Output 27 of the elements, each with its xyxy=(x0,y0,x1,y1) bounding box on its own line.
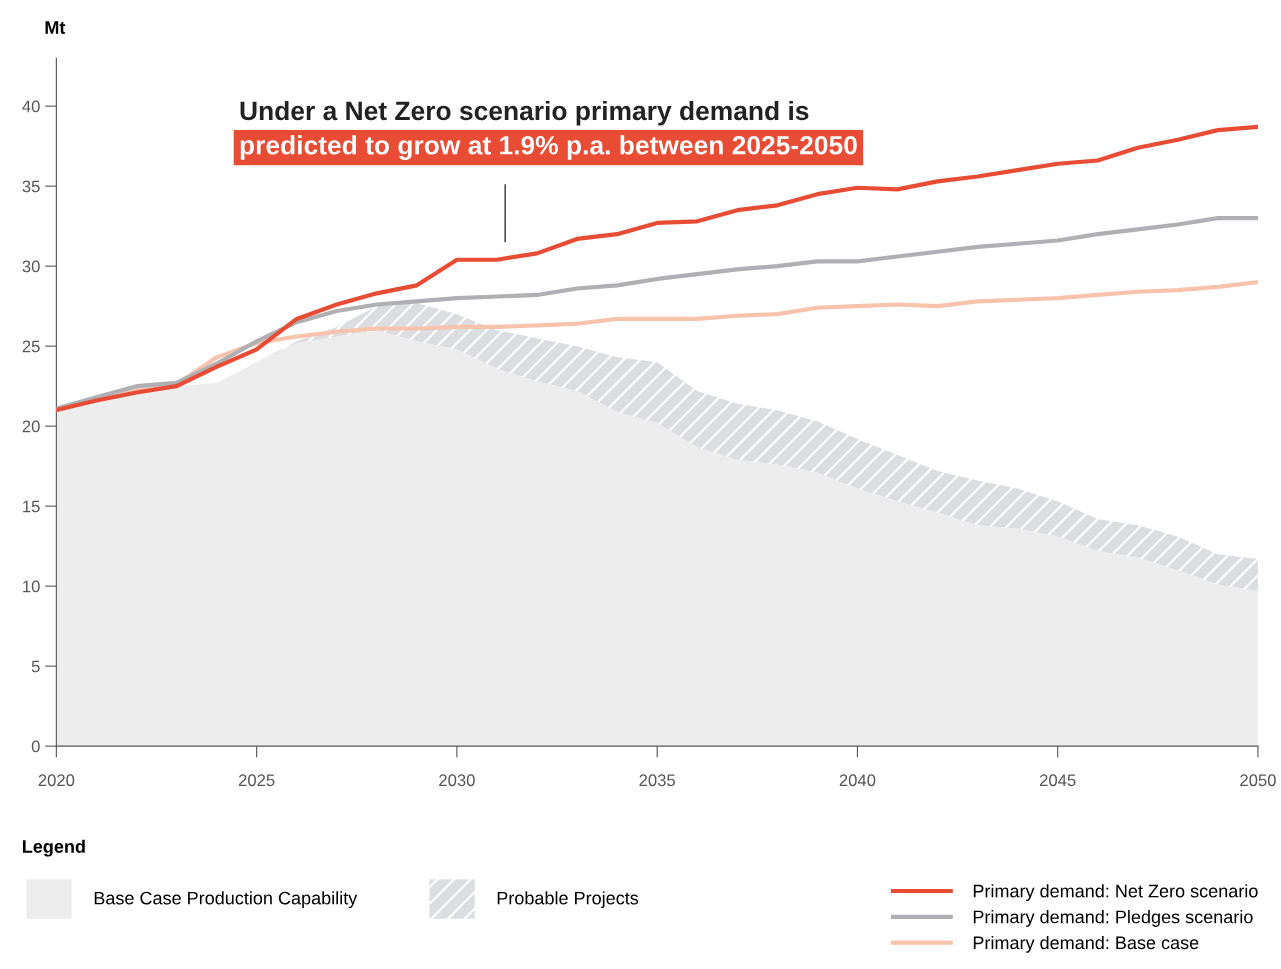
y-tick-label: 10 xyxy=(23,580,40,593)
x-tick-label: 2045 xyxy=(1039,774,1076,787)
line-series xyxy=(56,216,1258,411)
y-tick-label: 35 xyxy=(22,180,40,193)
legend-label: Primary demand: Pledges scenario xyxy=(973,910,1253,927)
x-tick-label: 2030 xyxy=(439,774,475,787)
legend-label: Probable Projects xyxy=(497,891,639,909)
y-axis-title: Mt xyxy=(45,21,66,34)
y-tick-label: 30 xyxy=(22,260,40,273)
legend-label: Base Case Production Capability xyxy=(94,891,358,909)
annotation: Under a Net Zero scenario primary demand is xyxy=(240,100,809,126)
y-tick-label: 25 xyxy=(22,340,40,353)
y-tick-label: 40 xyxy=(22,100,40,113)
y-tick-label: 5 xyxy=(31,660,40,673)
legend-title: Legend xyxy=(22,839,85,857)
legend-label: Primary demand: Base case xyxy=(973,935,1199,953)
y-tick-label: 15 xyxy=(23,500,40,513)
annotation: predicted to grow at 1.9% p.a. between 2025-2050 xyxy=(240,135,857,160)
x-tick-label: 2035 xyxy=(639,774,675,787)
y-tick-label: 20 xyxy=(22,420,40,433)
x-tick-label: 2040 xyxy=(839,774,876,787)
x-tick-label: 2050 xyxy=(1240,774,1276,787)
line-series xyxy=(56,124,1258,413)
x-tick-label: 2025 xyxy=(238,774,275,787)
legend-label: Primary demand: Net Zero scenario xyxy=(973,884,1258,902)
y-tick-label: 0 xyxy=(31,740,40,753)
x-tick-label: 2020 xyxy=(38,774,75,787)
